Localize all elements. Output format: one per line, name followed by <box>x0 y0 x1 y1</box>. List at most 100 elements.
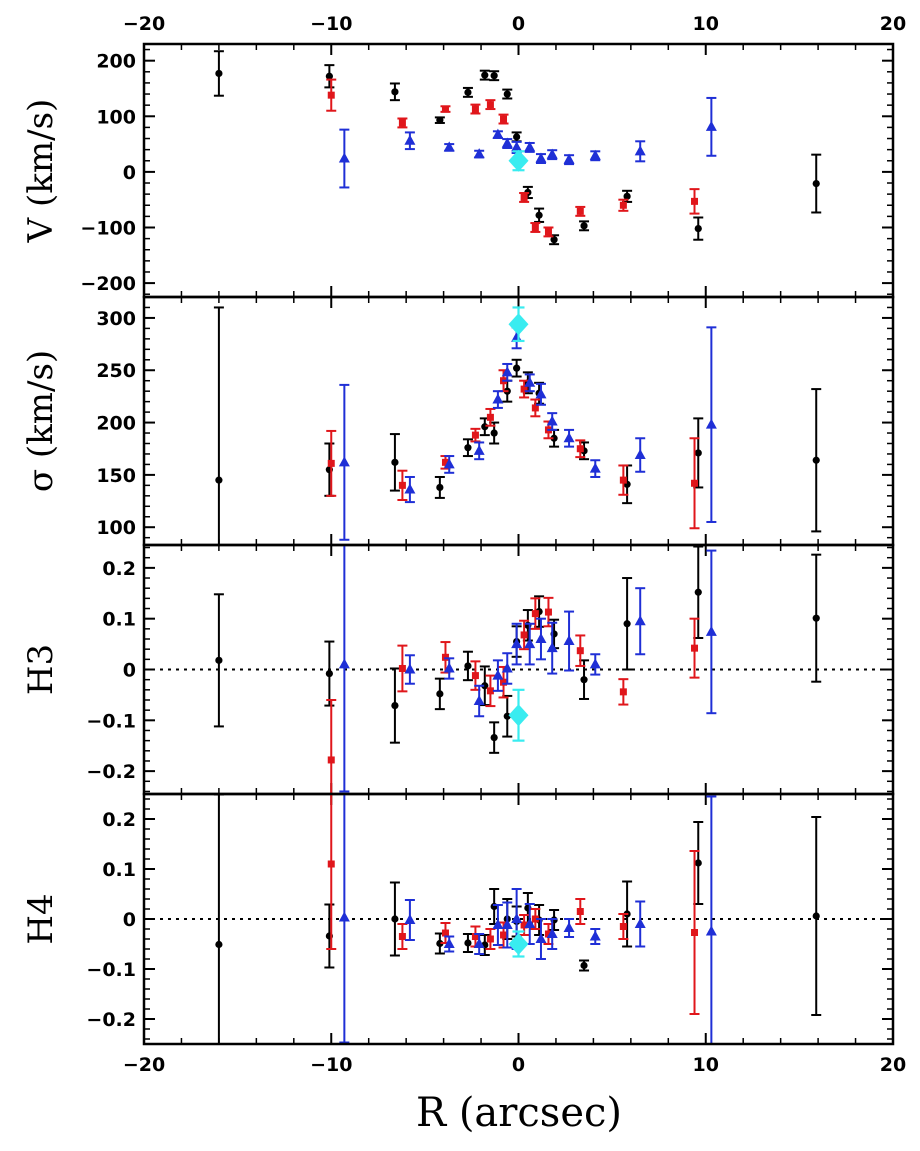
data-point <box>520 631 528 639</box>
data-point <box>691 479 699 487</box>
data-point <box>520 385 528 393</box>
data-point <box>441 458 449 466</box>
red-series <box>326 596 700 794</box>
data-point <box>490 429 498 437</box>
data-point <box>503 90 511 98</box>
data-point <box>443 938 455 948</box>
data-point <box>812 179 820 188</box>
data-point <box>473 444 485 455</box>
data-point <box>623 620 631 628</box>
data-point <box>500 678 508 686</box>
data-point <box>436 483 444 492</box>
panel-1: −200 −100 0 100 200 V (km/s) <box>21 42 895 299</box>
cyan-series <box>508 930 529 958</box>
y-tick-label: 0.2 <box>102 558 136 580</box>
data-point <box>436 116 444 124</box>
data-point <box>511 141 523 152</box>
data-point <box>694 449 702 457</box>
y-axis-label: V (km/s) <box>21 99 61 244</box>
data-point <box>619 476 627 484</box>
data-point <box>508 313 529 336</box>
data-point <box>391 701 399 710</box>
data-point <box>580 222 588 230</box>
data-point <box>464 939 472 947</box>
data-point <box>576 647 584 655</box>
data-point <box>391 458 399 466</box>
data-point <box>535 152 547 163</box>
x-tick-label: 10 <box>693 13 719 35</box>
y-axis-label: H4 <box>21 893 61 944</box>
x-tick-label: 0 <box>512 1054 525 1076</box>
data-point <box>535 633 547 644</box>
y-tick-label: −200 <box>80 273 136 295</box>
data-point <box>619 201 627 209</box>
y-tick-label: 300 <box>96 308 136 330</box>
data-point <box>535 211 543 219</box>
data-point <box>503 712 511 720</box>
y-tick-label: 200 <box>96 413 136 435</box>
data-point <box>544 608 552 616</box>
data-point <box>576 908 584 915</box>
data-points <box>213 50 822 246</box>
data-point <box>705 625 717 636</box>
red-series <box>326 78 700 238</box>
cyan-series <box>508 149 529 172</box>
y-tick-label: −100 <box>80 217 136 239</box>
black-series <box>213 545 822 754</box>
data-point <box>589 658 601 669</box>
data-point <box>215 69 223 78</box>
x-tick-label: −10 <box>310 1054 352 1076</box>
data-point <box>398 664 406 672</box>
data-point <box>511 638 523 649</box>
data-point <box>563 432 575 443</box>
data-point <box>404 914 416 924</box>
panels: −200 −100 0 100 200 V (km/s) 100 150 200 250 300 σ … <box>21 42 895 1046</box>
data-point <box>520 193 528 201</box>
data-point <box>441 653 449 661</box>
x-tick-label: −20 <box>123 13 165 35</box>
data-point <box>531 610 539 618</box>
data-point <box>563 153 575 164</box>
data-points <box>213 545 822 794</box>
y-tick-label: 100 <box>96 106 136 128</box>
x-axis-label: R (arcsec) <box>416 1090 622 1136</box>
data-point <box>501 137 513 148</box>
top-x-tick-labels: −20 −10 0 10 20 <box>123 13 906 35</box>
x-tick-label: 0 <box>512 13 525 35</box>
y-axis-label: H3 <box>21 644 61 695</box>
y-tick-label: 0 <box>123 660 136 682</box>
data-point <box>441 105 449 113</box>
data-point <box>501 366 513 377</box>
blue-series <box>338 96 717 189</box>
data-point <box>391 88 399 96</box>
y-tick-label: −0.1 <box>86 710 136 732</box>
data-point <box>338 456 350 467</box>
data-point <box>634 145 646 156</box>
x-tick-label: −10 <box>310 13 352 35</box>
data-point <box>501 662 513 673</box>
panel-frame <box>142 792 895 1046</box>
data-point <box>464 88 472 96</box>
data-points <box>213 306 822 545</box>
bottom-x-tick-labels: −20 −10 0 10 20 <box>123 1054 906 1076</box>
data-point <box>691 929 699 936</box>
data-point <box>492 393 504 404</box>
data-point <box>520 921 528 929</box>
data-point <box>338 911 350 922</box>
data-point <box>508 933 529 955</box>
data-point <box>619 923 627 930</box>
data-point <box>471 672 479 680</box>
data-point <box>391 915 399 923</box>
data-point <box>481 423 489 431</box>
y-tick-label: 0.2 <box>102 809 136 831</box>
data-point <box>500 115 508 123</box>
x-tick-label: 20 <box>880 1054 906 1076</box>
data-point <box>215 476 223 484</box>
data-point <box>464 444 472 452</box>
data-point <box>694 225 702 233</box>
data-point <box>508 704 529 727</box>
data-point <box>492 669 504 680</box>
panel-3: −0.2 −0.1 0 0.1 0.2 H3 <box>21 543 895 796</box>
y-tick-label: 100 <box>96 517 136 539</box>
data-point <box>691 197 699 205</box>
